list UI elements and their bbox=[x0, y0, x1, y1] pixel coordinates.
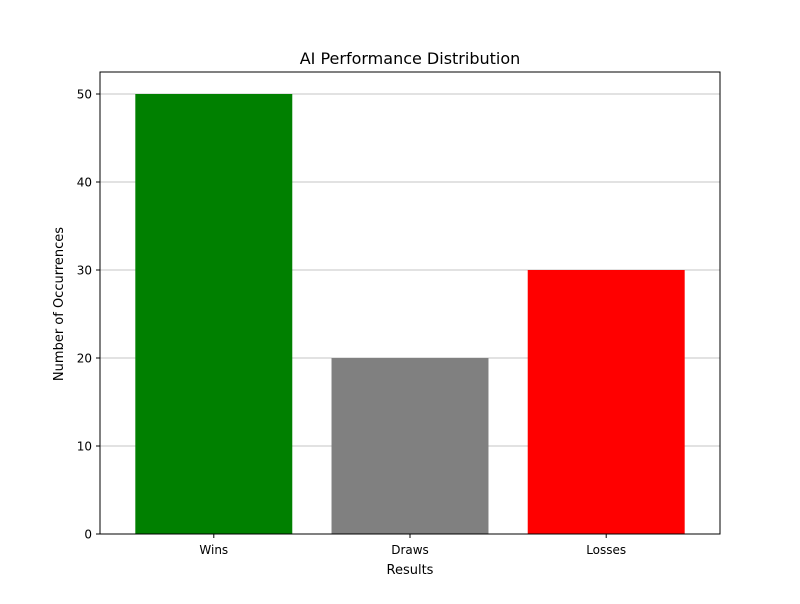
x-tick-label-draws: Draws bbox=[391, 543, 429, 557]
y-tick-label: 20 bbox=[77, 352, 92, 366]
y-tick-label: 40 bbox=[77, 176, 92, 190]
x-tick-label-losses: Losses bbox=[586, 543, 626, 557]
x-axis-ticks: Wins Draws Losses bbox=[199, 534, 626, 557]
y-tick-label: 0 bbox=[84, 528, 92, 542]
bar-draws bbox=[331, 358, 489, 534]
y-axis-ticks: 0 10 20 30 40 50 bbox=[77, 88, 100, 542]
bars bbox=[135, 94, 685, 534]
y-axis-label: Number of Occurrences bbox=[52, 227, 67, 381]
bar-losses bbox=[527, 270, 685, 534]
chart-title: AI Performance Distribution bbox=[300, 49, 521, 68]
x-axis-label: Results bbox=[387, 563, 434, 578]
bar-wins bbox=[135, 94, 293, 534]
x-tick-label-wins: Wins bbox=[199, 543, 228, 557]
y-tick-label: 10 bbox=[77, 440, 92, 454]
y-tick-label: 30 bbox=[77, 264, 92, 278]
y-tick-label: 50 bbox=[77, 88, 92, 102]
